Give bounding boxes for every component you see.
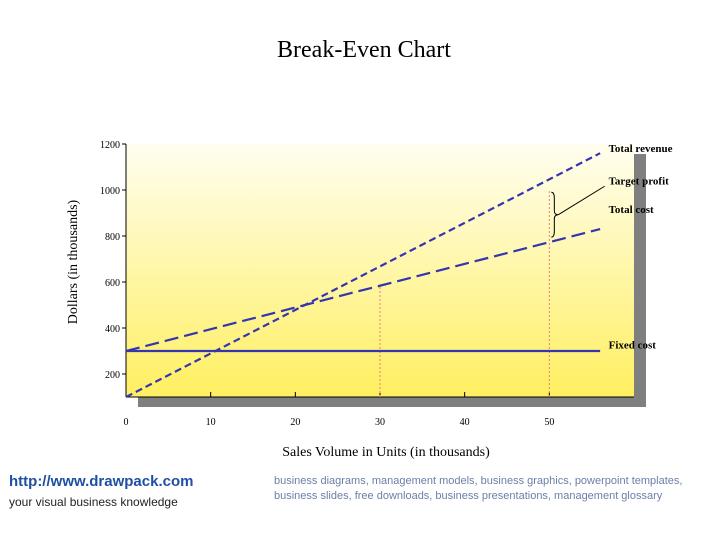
line-annotations: Total revenue Target profit Total cost Fixe…	[609, 143, 673, 352]
y-tick-label-200: 200	[105, 370, 120, 381]
footer-url-link[interactable]: http://www.drawpack.com	[9, 473, 194, 490]
chart-title: Break-Even Chart	[277, 37, 451, 63]
y-tick-label-1200: 1200	[100, 140, 120, 151]
x-tick-label-0: 0	[124, 417, 129, 428]
series-total-cost	[125, 228, 601, 353]
label-total-revenue: Total revenue	[609, 143, 673, 155]
series-lines	[125, 152, 601, 398]
label-total-cost: Total cost	[609, 204, 654, 216]
x-tick-label-30: 30	[375, 417, 385, 428]
y-tick-label-1000: 1000	[100, 186, 120, 197]
x-tick-label-10: 10	[206, 417, 216, 428]
plot-area	[126, 144, 634, 397]
x-axis-label: Sales Volume in Units (in thousands)	[282, 445, 490, 460]
y-axis-ticks: 200 400 600 800 1000 1200	[100, 140, 126, 381]
y-tick-label-800: 800	[105, 232, 120, 243]
footer-tagline: your visual business knowledge	[9, 495, 178, 509]
brace-pointer	[558, 185, 605, 216]
break-even-guides	[379, 190, 550, 397]
series-total-revenue	[125, 152, 601, 398]
footer-keywords: business diagrams, management models, bu…	[274, 475, 683, 502]
label-target-profit: Target profit	[609, 175, 670, 187]
brace-shape	[551, 191, 559, 238]
x-tick-label-40: 40	[460, 417, 470, 428]
target-profit-brace	[551, 185, 605, 238]
y-tick-label-600: 600	[105, 278, 120, 289]
label-fixed-cost: Fixed cost	[609, 340, 657, 352]
y-tick-label-400: 400	[105, 324, 120, 335]
x-tick-label-50: 50	[544, 417, 554, 428]
x-tick-label-20: 20	[290, 417, 300, 428]
y-axis-label: Dollars (in thousands)	[66, 199, 81, 324]
